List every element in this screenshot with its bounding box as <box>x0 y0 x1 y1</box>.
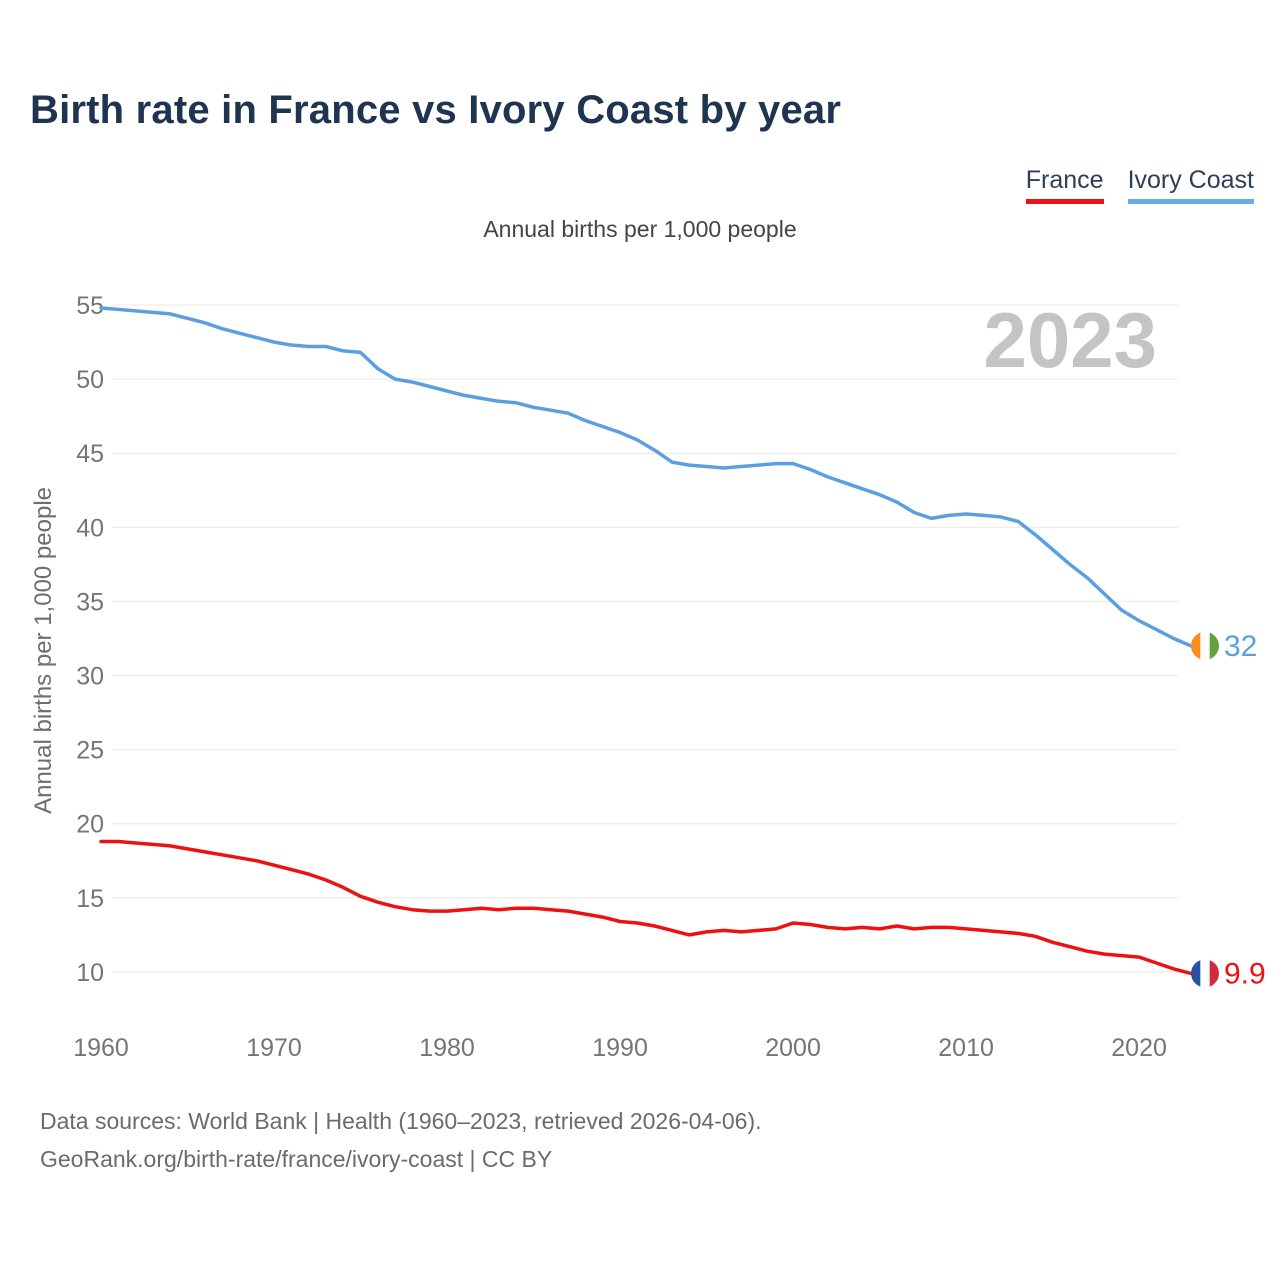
france-line <box>99 839 1193 976</box>
y-tick-label: 35 <box>76 588 104 616</box>
x-tick-label: 2010 <box>938 1034 994 1062</box>
y-tick-label: 10 <box>76 959 104 987</box>
watermark-year: 2023 <box>983 296 1157 384</box>
gridlines <box>112 304 1178 973</box>
legend: France Ivory Coast <box>1025 166 1254 204</box>
ivory-coast-end-value: 32 <box>1224 630 1257 663</box>
x-tick-label: 1980 <box>419 1034 475 1062</box>
y-tick-label: 25 <box>76 737 104 765</box>
y-tick-label: 50 <box>76 366 104 394</box>
france-flag-icon <box>1191 959 1219 988</box>
y-tick-label: 15 <box>76 885 104 913</box>
y-axis-title: Annual births per 1,000 people <box>30 486 57 814</box>
y-tick-label: 55 <box>76 292 104 320</box>
chart-subtitle: Annual births per 1,000 people <box>483 216 797 242</box>
france-end-value: 9.9 <box>1224 957 1266 990</box>
legend-label-ivory-coast: Ivory Coast <box>1127 166 1254 194</box>
legend-item-france[interactable]: France <box>1025 166 1104 204</box>
y-axis-ticks: 55 50 45 40 35 30 25 20 15 10 <box>76 292 104 987</box>
x-tick-label: 2000 <box>765 1034 821 1062</box>
y-tick-label: 40 <box>76 514 104 542</box>
x-tick-label: 1990 <box>592 1034 648 1062</box>
legend-label-france: France <box>1025 166 1104 194</box>
footer: Data sources: World Bank | Health (1960–… <box>40 1102 762 1178</box>
ivory-coast-line <box>99 306 1193 648</box>
footer-license-link: GeoRank.org/birth-rate/france/ivory-coas… <box>40 1146 553 1172</box>
y-tick-label: 30 <box>76 663 104 691</box>
x-axis-ticks: 1960 1970 1980 1990 2000 2010 2020 <box>73 1034 1167 1062</box>
ivory-coast-flag-icon <box>1191 631 1219 660</box>
x-tick-label: 2020 <box>1111 1034 1167 1062</box>
footer-sources: Data sources: World Bank | Health (1960–… <box>40 1108 762 1134</box>
x-tick-label: 1970 <box>246 1034 302 1062</box>
y-tick-label: 20 <box>76 811 104 839</box>
x-tick-label: 1960 <box>73 1034 129 1062</box>
legend-item-ivory-coast[interactable]: Ivory Coast <box>1127 166 1254 204</box>
page-title: Birth rate in France vs Ivory Coast by y… <box>30 88 842 132</box>
y-tick-label: 45 <box>76 440 104 468</box>
